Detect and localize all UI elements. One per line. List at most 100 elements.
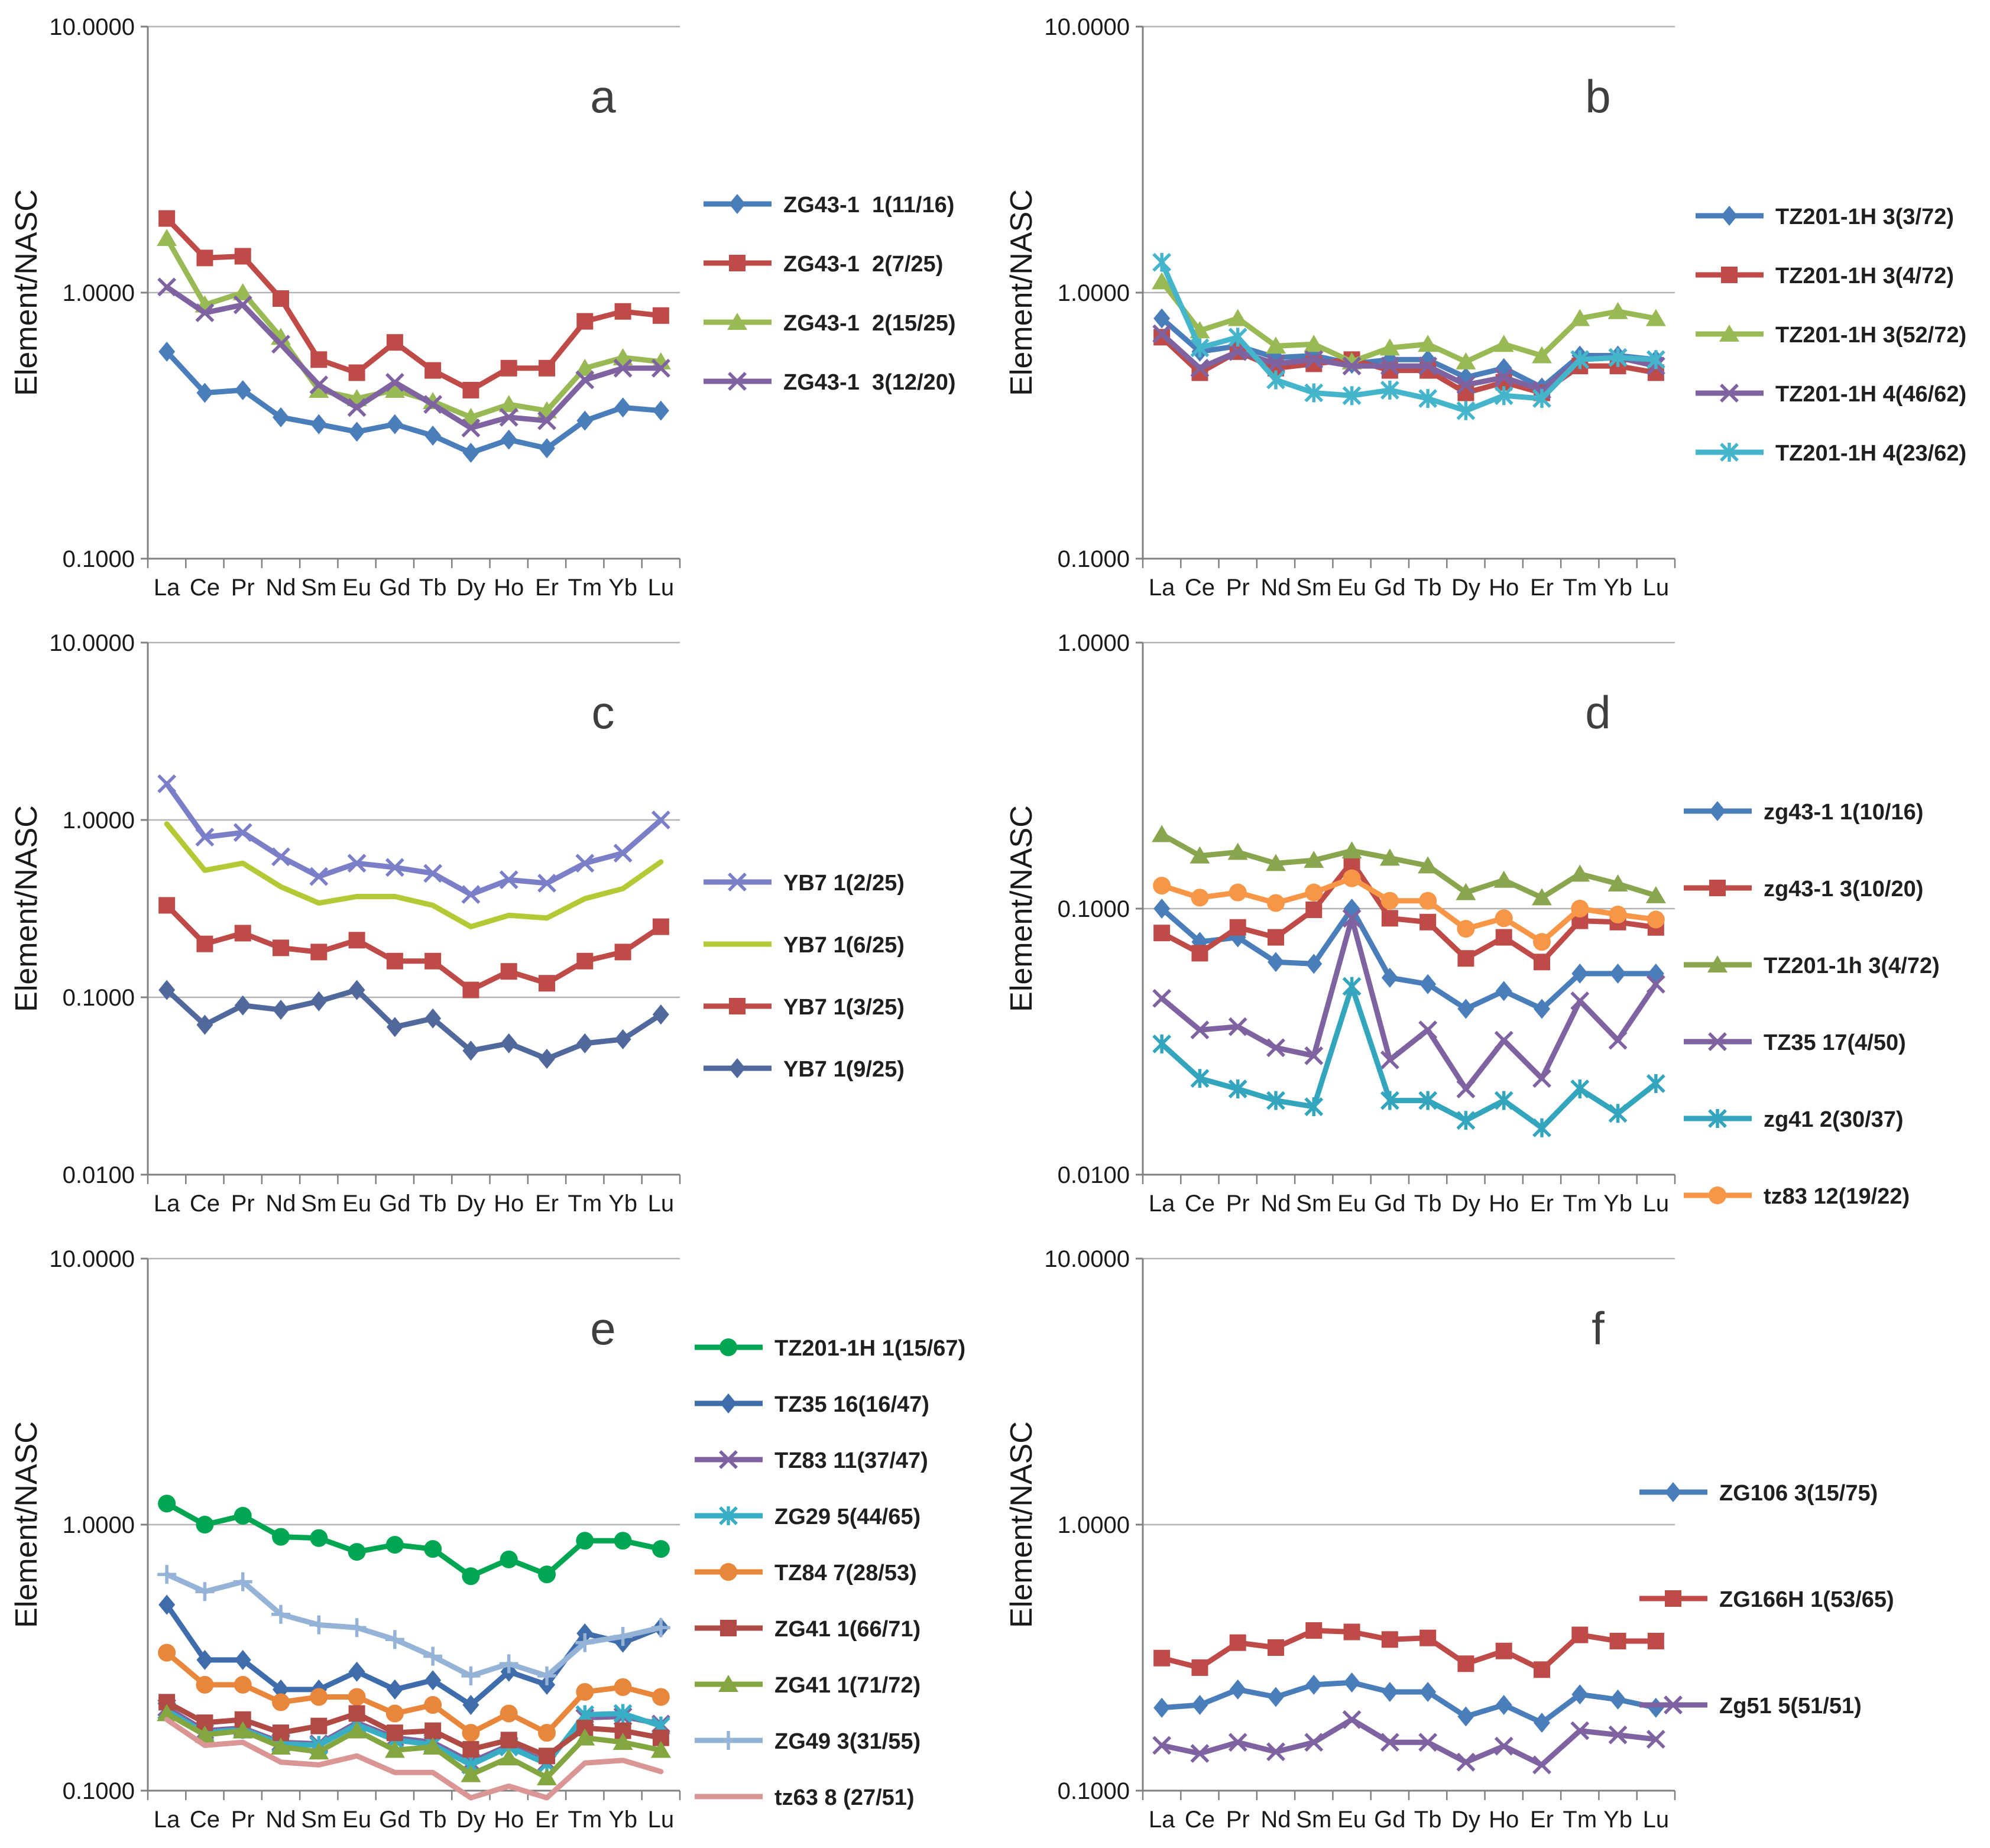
marker: [614, 303, 631, 320]
legend-label: Zg51 5(51/51): [1719, 1694, 1862, 1719]
marker: [1305, 883, 1323, 902]
x-tick-label: La: [154, 1807, 180, 1833]
marker: [1190, 358, 1210, 378]
marker: [1191, 1659, 1208, 1676]
marker: [1227, 842, 1248, 860]
series-line: [1159, 915, 1659, 1092]
marker: [271, 335, 290, 354]
chart-e: 10.0000 1.0000 0.1000 La Ce Pr Nd Sm Eu Gd Tb Dy Ho E…: [9, 1246, 965, 1833]
chart-a: 10.0000 1.0000 0.1000 La Ce Pr Nd Sm Eu Gd Tb Dy Ho E…: [9, 14, 955, 601]
marker: [1607, 874, 1628, 891]
legend-label: TZ84 7(28/53): [774, 1561, 917, 1586]
marker: [1720, 384, 1739, 403]
marker: [614, 1678, 632, 1696]
x-tick-label: Gd: [379, 1191, 410, 1217]
series-line: [164, 349, 664, 456]
marker: [539, 438, 555, 459]
marker: [348, 422, 365, 442]
x-tick-label: Eu: [342, 1807, 371, 1833]
marker: [1495, 1642, 1512, 1659]
marker: [1665, 1590, 1681, 1607]
marker: [1268, 929, 1284, 946]
marker: [728, 873, 747, 891]
marker: [158, 897, 176, 914]
marker: [462, 1741, 479, 1758]
marker: [348, 1543, 366, 1561]
legend-label: zg41 2(30/37): [1764, 1107, 1904, 1132]
marker: [461, 418, 481, 437]
x-tick-label: Gd: [1374, 575, 1405, 601]
legend-label: ZG43-1 2(7/25): [783, 252, 943, 277]
marker: [424, 425, 442, 446]
marker: [1190, 846, 1210, 864]
marker: [1229, 919, 1246, 936]
marker: [386, 334, 403, 351]
marker: [1645, 886, 1666, 903]
marker: [575, 370, 595, 390]
x-tick-label: Tm: [1563, 1807, 1597, 1833]
marker: [1608, 1725, 1628, 1745]
y-tick-label: 0.0100: [63, 1162, 135, 1188]
x-tick-label: La: [1149, 575, 1175, 601]
x-tick-label: Eu: [342, 1191, 371, 1217]
x-tick-label: Er: [535, 575, 559, 601]
marker: [310, 991, 328, 1011]
legend-label: ZG43-1 1(11/16): [783, 193, 954, 218]
legend-label: zg43-1 3(10/20): [1764, 877, 1923, 902]
marker: [1494, 368, 1513, 387]
legend-label: ZG41 1(66/71): [774, 1617, 921, 1642]
x-tick-label: Eu: [1337, 1191, 1366, 1217]
marker: [575, 854, 595, 873]
marker: [1228, 1017, 1247, 1036]
marker: [1380, 356, 1399, 376]
y-tick-label: 0.1000: [63, 985, 135, 1011]
y-tick-label: 1.0000: [63, 280, 135, 306]
panel-f: 10.0000 1.0000 0.1000 La Ce Pr Nd Sm Eu Gd Tb Dy Ho E…: [995, 1232, 1990, 1848]
x-tick-label: Ho: [1489, 575, 1519, 601]
y-tick-label: 0.1000: [1058, 546, 1130, 572]
panel-letter: d: [1585, 686, 1610, 738]
y-tick-label: 1.0000: [63, 808, 135, 834]
marker: [462, 381, 479, 398]
x-tick-label: Ce: [1185, 1807, 1215, 1833]
x-tick-label: Nd: [265, 575, 296, 601]
marker: [538, 1724, 556, 1742]
marker: [1152, 825, 1172, 842]
marker: [1571, 963, 1589, 984]
x-tick-label: Sm: [301, 575, 336, 601]
chart-c: 10.0000 1.0000 0.1000 0.0100 La Ce Pr Nd Sm Eu Gd T…: [9, 630, 905, 1217]
marker: [729, 1058, 746, 1078]
panel-letter: b: [1585, 70, 1610, 122]
x-tick-label: Tm: [1563, 575, 1597, 601]
marker: [424, 1540, 442, 1558]
x-tick-label: La: [154, 575, 180, 601]
x-tick-label: Ce: [1185, 1191, 1215, 1217]
marker: [158, 341, 176, 362]
marker: [157, 229, 177, 247]
marker: [500, 1732, 517, 1749]
marker: [1266, 1038, 1285, 1058]
marker: [576, 313, 594, 330]
x-tick-label: Nd: [1260, 1191, 1291, 1217]
marker: [234, 380, 251, 400]
x-tick-label: Ce: [190, 1191, 220, 1217]
marker: [1305, 901, 1323, 918]
x-tick-label: Ho: [1489, 1807, 1519, 1833]
marker: [1304, 851, 1324, 868]
x-tick-label: Pr: [1226, 1191, 1250, 1217]
x-tick-label: Gd: [1374, 1807, 1405, 1833]
marker: [1190, 1744, 1210, 1763]
marker: [1532, 888, 1552, 906]
marker: [539, 1049, 555, 1069]
marker: [348, 1705, 365, 1722]
marker: [1268, 952, 1284, 972]
marker: [1153, 877, 1171, 895]
x-tick-label: Pr: [231, 575, 255, 601]
marker: [1457, 920, 1475, 938]
x-tick-label: Gd: [1374, 1191, 1405, 1217]
marker: [195, 828, 215, 847]
marker: [1534, 998, 1550, 1019]
x-tick-label: Dy: [1451, 1807, 1480, 1833]
marker: [157, 774, 177, 793]
marker: [384, 1740, 405, 1758]
